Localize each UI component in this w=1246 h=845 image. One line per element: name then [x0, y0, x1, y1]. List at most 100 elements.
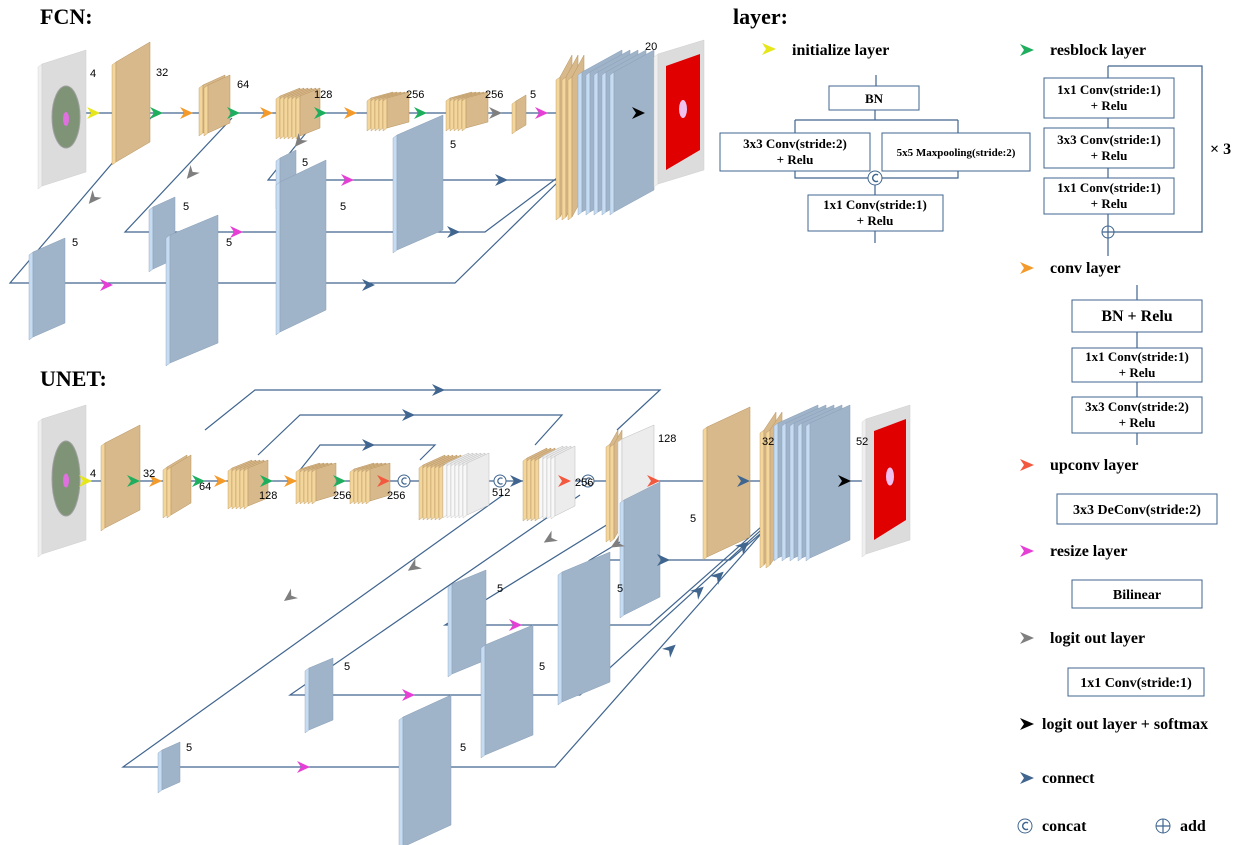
layer-edge — [366, 97, 372, 132]
channel-label: 52 — [856, 436, 868, 448]
lesion — [63, 473, 69, 488]
channel-label: 128 — [658, 433, 676, 445]
concat-node — [493, 474, 507, 488]
box-text: + Relu — [1091, 196, 1128, 211]
channel-label: 5 — [302, 157, 308, 169]
channel-label: 32 — [762, 436, 774, 448]
layer-edge — [526, 457, 532, 522]
layer-edge — [287, 95, 293, 140]
box-text: 1x1 Conv(stride:1) — [823, 197, 927, 212]
layer-edge — [789, 422, 795, 562]
layer-edge — [797, 422, 803, 562]
box-text: + Relu — [1091, 98, 1128, 113]
layer-edge — [534, 457, 540, 522]
layer-edge — [365, 468, 371, 505]
layer-edge — [522, 457, 528, 522]
legend-label: add — [1180, 818, 1206, 835]
legend-label: connect — [1042, 770, 1095, 787]
layer-plate — [308, 657, 334, 731]
layer-edge — [805, 422, 811, 562]
channel-label: 5 — [344, 661, 350, 673]
channel-label: 64 — [237, 79, 249, 91]
layer-edge — [165, 234, 171, 367]
connection — [204, 389, 662, 431]
channel-label: 32 — [156, 67, 168, 79]
layer-plate — [613, 49, 655, 213]
box-text: + Relu — [1119, 415, 1156, 430]
arrowhead — [314, 107, 327, 119]
layer-plate — [623, 481, 661, 616]
box-text: 1x1 Conv(stride:1) — [1080, 676, 1192, 691]
arrowhead — [344, 107, 357, 119]
layer-edge — [231, 467, 237, 510]
channel-label: 512 — [492, 487, 510, 499]
arrowhead — [509, 619, 522, 631]
layer-edge — [458, 462, 464, 519]
layer-edge — [311, 468, 317, 505]
layer-edge — [449, 97, 455, 132]
box-text: 3x3 DeConv(stride:2) — [1073, 503, 1201, 518]
arrowhead — [432, 384, 445, 396]
add-glyph — [1102, 226, 1114, 238]
layer-edge — [295, 95, 301, 140]
layer-box — [1071, 396, 1203, 434]
box-text: 1x1 Conv(stride:1) — [1057, 180, 1161, 195]
box-text: 1x1 Conv(stride:1) — [1085, 349, 1189, 364]
concat-glyph — [497, 477, 503, 485]
box-text: 3x3 Conv(stride:2) — [1085, 399, 1189, 414]
layer-edge — [111, 61, 117, 166]
box-text: + Relu — [857, 213, 894, 228]
layer-edge — [430, 464, 436, 521]
layer-edge — [198, 84, 204, 137]
layer-edge — [148, 206, 154, 273]
box-text: 3x3 Conv(stride:2) — [743, 136, 847, 151]
layer-edge — [446, 462, 452, 519]
arrowhead — [88, 190, 102, 204]
layer-box — [1043, 77, 1175, 119]
layer-plate — [465, 91, 489, 129]
layer-edge — [450, 462, 456, 519]
layer-edge — [239, 467, 245, 510]
layer-edge — [442, 462, 448, 519]
channel-label: 5 — [530, 89, 536, 101]
arrow-icon — [1020, 772, 1034, 784]
arrowhead — [647, 475, 660, 487]
channel-label: 256 — [406, 89, 424, 101]
concat-glyph — [585, 477, 591, 485]
fcn-title: FCN: — [40, 4, 93, 29]
connection — [257, 414, 564, 456]
layer-edge — [357, 468, 363, 505]
layer-plate — [207, 74, 231, 134]
arrowhead — [610, 535, 625, 548]
arrowhead — [495, 174, 508, 186]
concat-icon — [1017, 818, 1033, 834]
layer-edge — [162, 466, 168, 519]
layer-plate — [161, 741, 181, 791]
channel-label: 4 — [90, 68, 96, 80]
layer-edge — [561, 76, 567, 221]
layer-edge — [759, 429, 765, 569]
legend-label: upconv layer — [1050, 457, 1138, 474]
arrowhead — [377, 475, 390, 487]
arrowhead — [362, 439, 375, 451]
concat-node — [581, 474, 595, 488]
arrow-icon — [1020, 44, 1034, 56]
layer-edge — [28, 251, 34, 341]
repeat-label: × 3 — [1210, 141, 1231, 158]
layer-edge — [653, 53, 659, 188]
channel-label: 128 — [314, 89, 332, 101]
layer-edge — [283, 95, 289, 140]
layer-edge — [457, 97, 463, 132]
layer-edge — [605, 443, 611, 543]
layer-edge — [295, 468, 301, 505]
arrowhead — [402, 409, 415, 421]
arrowhead — [180, 107, 193, 119]
box-text: + Relu — [1119, 365, 1156, 380]
layer-box — [1043, 177, 1175, 215]
arrow-icon — [1020, 459, 1034, 471]
layer-edge — [434, 464, 440, 521]
layer-edge — [307, 468, 313, 505]
channel-label: 64 — [199, 481, 211, 493]
channel-label: 5 — [497, 583, 503, 595]
